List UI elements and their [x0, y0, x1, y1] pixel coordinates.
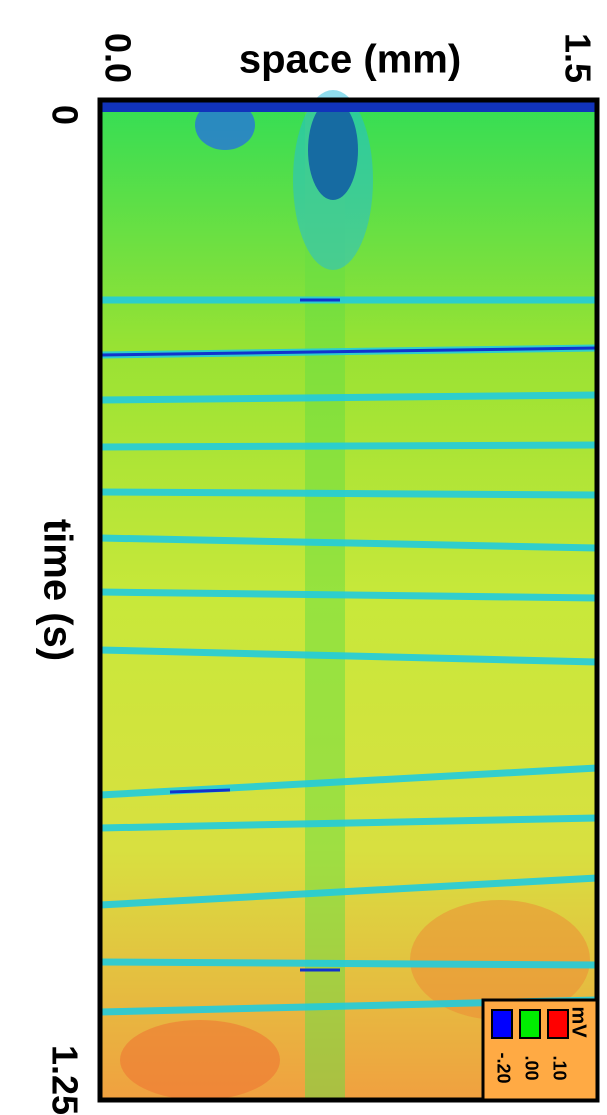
y-tick-label: 1.25 [44, 1045, 85, 1115]
colorbar-swatch [547, 1009, 569, 1039]
y-tick-label: 0 [44, 105, 85, 125]
y-axis-label: time (s) [35, 519, 79, 661]
plot-frame [97, 97, 600, 1103]
colorbar-swatch [519, 1009, 541, 1039]
colorbar-swatch [491, 1009, 513, 1039]
heatmap-field [99, 90, 598, 1100]
x-tick-label: 1.5 [557, 33, 598, 83]
x-axis-label: space (mm) [239, 38, 461, 82]
colorbar-tick-label: .00 [521, 1055, 541, 1080]
colorbar: -.20 .00 .10 mV [481, 998, 599, 1102]
colorbar-tick-label: .10 [549, 1055, 569, 1080]
colorbar-tick-label: -.20 [493, 1052, 513, 1083]
x-tick-label: 0.0 [97, 33, 138, 83]
colorbar-label: mV [568, 1006, 590, 1038]
